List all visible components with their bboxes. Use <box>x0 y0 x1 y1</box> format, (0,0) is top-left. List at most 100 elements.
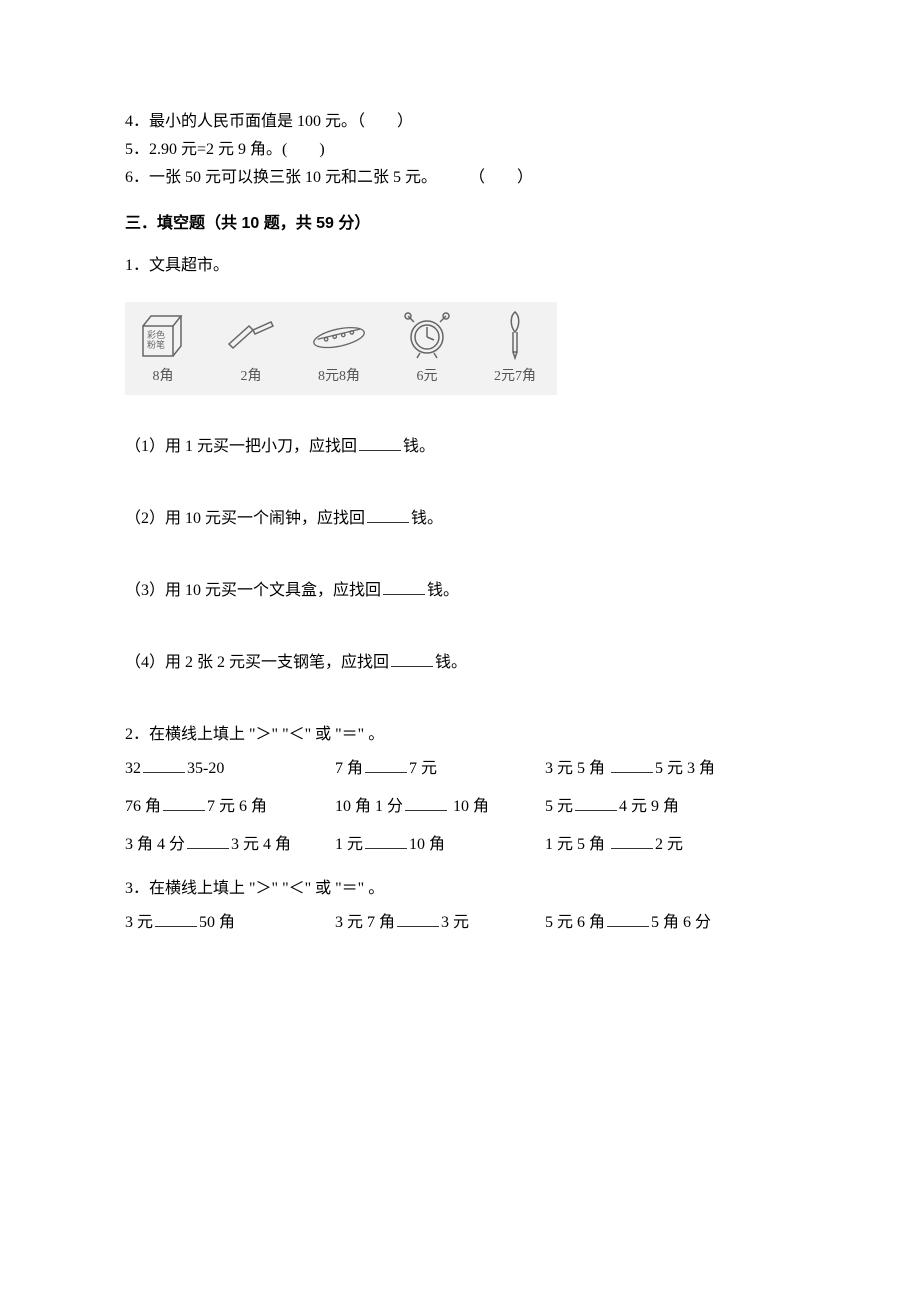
cmp-left: 5 元 <box>545 798 573 815</box>
q1-tail-4: 钱。 <box>435 654 467 671</box>
cmp-right: 50 角 <box>199 914 235 931</box>
q1-sub-2-text: （2）用 10 元买一个闹钟，应找回 <box>125 510 365 527</box>
cmp-left: 1 元 <box>335 836 363 853</box>
q1-title: 1．文具超市。 <box>125 254 795 278</box>
cmp-right: 35-20 <box>187 760 224 777</box>
blank <box>611 833 653 849</box>
blank <box>163 795 205 811</box>
blank <box>607 911 649 927</box>
pencil-case-icon <box>309 310 369 360</box>
tf-4-num: 4 <box>125 113 133 130</box>
q1-sub-2: （2）用 10 元买一个闹钟，应找回 钱。 <box>125 507 795 531</box>
blank <box>155 911 197 927</box>
shop-item-knife: 2角 <box>221 310 281 387</box>
q2-r1-c2: 7 角 7 元 <box>335 757 545 781</box>
q1-sub-1: （1）用 1 元买一把小刀，应找回 钱。 <box>125 435 795 459</box>
truefalse-block: 4．最小的人民币面值是 100 元。（ ） 5．2.90 元=2 元 9 角。(… <box>125 110 795 190</box>
q3-row-1: 3 元 50 角 3 元 7 角 3 元 5 元 6 角 5 角 6 分 <box>125 911 795 935</box>
tf-5-num: 5 <box>125 141 133 158</box>
chalk-box-icon: 彩色 粉笔 <box>133 310 193 360</box>
shop-price-2: 2角 <box>241 366 262 387</box>
blank <box>397 911 439 927</box>
q1-tail-3: 钱。 <box>427 582 459 599</box>
cmp-left: 32 <box>125 760 141 777</box>
svg-text:粉笔: 粉笔 <box>147 339 165 350</box>
shop-item-pen: 2元7角 <box>485 310 545 387</box>
q1-sub-3: （3）用 10 元买一个文具盒，应找回 钱。 <box>125 579 795 603</box>
cmp-left: 3 元 <box>125 914 153 931</box>
cmp-right: 7 元 6 角 <box>207 798 267 815</box>
svg-text:彩色: 彩色 <box>147 329 165 340</box>
q1-sub-1-text: （1）用 1 元买一把小刀，应找回 <box>125 438 357 455</box>
cmp-right: 5 元 3 角 <box>655 760 715 777</box>
q2-row-1: 32 35-20 7 角 7 元 3 元 5 角 5 元 3 角 <box>125 757 795 781</box>
q2-r3-c2: 1 元 10 角 <box>335 833 545 857</box>
tf-item-6: 6．一张 50 元可以换三张 10 元和二张 5 元。 （ ） <box>125 166 795 190</box>
cmp-right: 2 元 <box>655 836 683 853</box>
tf-6-num: 6 <box>125 169 133 186</box>
q2-row-3: 3 角 4 分 3 元 4 角 1 元 10 角 1 元 5 角 2 元 <box>125 833 795 857</box>
q1-sub-3-text: （3）用 10 元买一个文具盒，应找回 <box>125 582 381 599</box>
cmp-left: 1 元 5 角 <box>545 836 605 853</box>
blank <box>143 757 185 773</box>
tf-4-paren: （ ） <box>357 113 413 130</box>
blank <box>359 435 401 451</box>
q2-r1-c1: 32 35-20 <box>125 757 335 781</box>
q3-r1-c3: 5 元 6 角 5 角 6 分 <box>545 911 711 935</box>
q2-r2-c3: 5 元 4 元 9 角 <box>545 795 725 819</box>
cmp-left: 3 元 5 角 <box>545 760 605 777</box>
blank <box>187 833 229 849</box>
q3-block: 3 元 50 角 3 元 7 角 3 元 5 元 6 角 5 角 6 分 <box>125 911 795 935</box>
tf-item-4: 4．最小的人民币面值是 100 元。（ ） <box>125 110 795 134</box>
q2-r2-c1: 76 角 7 元 6 角 <box>125 795 335 819</box>
tf-6-paren: （ ） <box>477 169 533 186</box>
clock-icon <box>397 310 457 360</box>
cmp-right: 4 元 9 角 <box>619 798 679 815</box>
q2-r1-c3: 3 元 5 角 5 元 3 角 <box>545 757 725 781</box>
blank <box>383 579 425 595</box>
tf-item-5: 5．2.90 元=2 元 9 角。( ) <box>125 138 795 162</box>
blank <box>365 757 407 773</box>
blank <box>575 795 617 811</box>
q2-block: 32 35-20 7 角 7 元 3 元 5 角 5 元 3 角 76 角 7 元 6… <box>125 757 795 857</box>
shop-price-5: 2元7角 <box>494 366 536 387</box>
pen-icon <box>485 310 545 360</box>
cmp-right: 10 角 <box>409 836 445 853</box>
blank <box>611 757 653 773</box>
shop-price-3: 8元8角 <box>318 366 360 387</box>
q3-r1-c1: 3 元 50 角 <box>125 911 335 935</box>
shop-row: 彩色 粉笔 8角 2角 <box>125 302 557 395</box>
cmp-left: 10 角 1 分 <box>335 798 403 815</box>
q1-sub-4-text: （4）用 2 张 2 元买一支钢笔，应找回 <box>125 654 389 671</box>
q1-sub-4: （4）用 2 张 2 元买一支钢笔，应找回 钱。 <box>125 651 795 675</box>
q2-r2-c2: 10 角 1 分 10 角 <box>335 795 545 819</box>
blank <box>365 833 407 849</box>
section-3-header: 三．填空题（共 10 题，共 59 分） <box>125 212 795 236</box>
cmp-right: 5 角 6 分 <box>651 914 711 931</box>
cmp-left: 7 角 <box>335 760 363 777</box>
shop-price-4: 6元 <box>417 366 438 387</box>
q1-tail-1: 钱。 <box>403 438 435 455</box>
cmp-left: 76 角 <box>125 798 161 815</box>
cmp-left: 3 元 7 角 <box>335 914 395 931</box>
tf-5-paren: ( ) <box>282 141 325 158</box>
tf-4-text: 最小的人民币面值是 100 元。 <box>149 113 357 130</box>
q3-title: 3．在横线上填上 "＞" "＜" 或 "＝" 。 <box>125 877 795 901</box>
q2-row-2: 76 角 7 元 6 角 10 角 1 分 10 角 5 元 4 元 9 角 <box>125 795 795 819</box>
shop-item-chalk: 彩色 粉笔 8角 <box>133 310 193 387</box>
cmp-right: 3 元 <box>441 914 469 931</box>
q1-tail-2: 钱。 <box>411 510 443 527</box>
blank <box>405 795 447 811</box>
shop-item-clock: 6元 <box>397 310 457 387</box>
cmp-right: 3 元 4 角 <box>231 836 291 853</box>
shop-price-1: 8角 <box>153 366 174 387</box>
cmp-right: 7 元 <box>409 760 437 777</box>
cmp-left: 5 元 6 角 <box>545 914 605 931</box>
q2-title: 2．在横线上填上 "＞" "＜" 或 "＝" 。 <box>125 723 795 747</box>
q2-r3-c1: 3 角 4 分 3 元 4 角 <box>125 833 335 857</box>
blank <box>391 651 433 667</box>
cmp-left: 3 角 4 分 <box>125 836 185 853</box>
q2-r3-c3: 1 元 5 角 2 元 <box>545 833 725 857</box>
q3-r1-c2: 3 元 7 角 3 元 <box>335 911 545 935</box>
tf-5-text: 2.90 元=2 元 9 角。 <box>149 141 282 158</box>
